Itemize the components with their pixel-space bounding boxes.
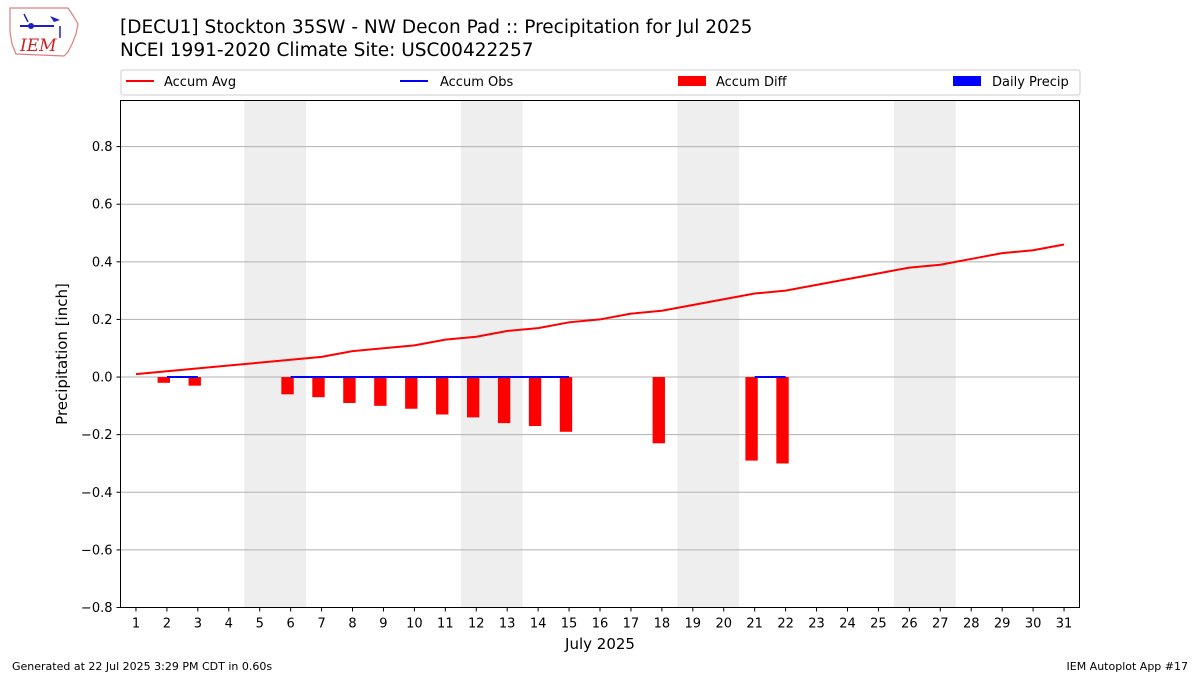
x-tick-label-11: 12 bbox=[468, 617, 485, 632]
x-tick-label-19: 20 bbox=[715, 617, 732, 632]
x-tick-label-28: 29 bbox=[994, 617, 1011, 632]
x-tick-label-21: 22 bbox=[777, 617, 794, 632]
x-tick-label-26: 27 bbox=[932, 617, 949, 632]
x-tick-label-15: 16 bbox=[592, 617, 609, 632]
x-tick-label-30: 31 bbox=[1056, 617, 1073, 632]
y-tick-label-4: 0.0 bbox=[92, 371, 113, 386]
x-tick-label-2: 3 bbox=[194, 617, 202, 632]
x-tick-label-22: 23 bbox=[808, 617, 825, 632]
legend-daily-precip: Daily Precip bbox=[992, 75, 1069, 90]
x-tick-label-24: 25 bbox=[870, 617, 887, 632]
x-tick-label-16: 17 bbox=[623, 617, 640, 632]
accum-diff-bar-10 bbox=[405, 377, 418, 409]
x-tick-label-9: 10 bbox=[406, 617, 423, 632]
footer-app: IEM Autoplot App #17 bbox=[1066, 660, 1189, 673]
accum-diff-bar-3 bbox=[188, 377, 201, 386]
x-tick-label-25: 26 bbox=[901, 617, 918, 632]
footer-generated: Generated at 22 Jul 2025 3:29 PM CDT in … bbox=[12, 660, 273, 673]
legend-accum-avg: Accum Avg bbox=[164, 75, 236, 90]
weekend-band-3 bbox=[893, 100, 956, 608]
x-tick-label-20: 21 bbox=[746, 617, 763, 632]
x-tick-label-10: 11 bbox=[437, 617, 454, 632]
x-tick-label-5: 6 bbox=[287, 617, 295, 632]
accum-diff-bar-8 bbox=[343, 377, 356, 403]
legend: Accum Avg Accum Obs Accum Diff Daily Pre… bbox=[120, 69, 1081, 96]
y-tick-label-0: −0.8 bbox=[81, 601, 113, 616]
x-tick-label-13: 14 bbox=[530, 617, 547, 632]
chart-title: [DECU1] Stockton 35SW - NW Decon Pad :: … bbox=[120, 17, 753, 38]
accum-diff-bar-15 bbox=[559, 377, 573, 432]
y-tick-label-8: 0.8 bbox=[92, 140, 113, 155]
accum-diff-bar-13 bbox=[497, 377, 511, 424]
x-tick-label-18: 19 bbox=[685, 617, 702, 632]
y-tick-label-7: 0.6 bbox=[92, 198, 113, 213]
x-tick-label-6: 7 bbox=[317, 617, 325, 632]
y-axis-label: Precipitation [inch] bbox=[53, 283, 71, 425]
x-tick-label-27: 28 bbox=[963, 617, 980, 632]
accum-diff-bar-14 bbox=[528, 377, 542, 427]
y-tick-label-1: −0.6 bbox=[81, 543, 113, 558]
accum-diff-bar-7 bbox=[312, 377, 325, 398]
x-tick-label-12: 13 bbox=[499, 617, 516, 632]
iem-iowa-logo-icon: IEM bbox=[9, 7, 79, 57]
y-tick-label-5: 0.2 bbox=[92, 313, 113, 328]
y-tick-label-3: −0.2 bbox=[81, 428, 113, 443]
legend-box bbox=[120, 69, 1081, 96]
x-tick-label-0: 1 bbox=[132, 617, 140, 632]
x-tick-label-14: 15 bbox=[561, 617, 578, 632]
accum-diff-bar-2 bbox=[157, 377, 170, 383]
x-tick-label-23: 24 bbox=[839, 617, 856, 632]
accum-diff-bar-12 bbox=[466, 377, 480, 418]
x-tick-label-8: 9 bbox=[379, 617, 387, 632]
x-tick-label-7: 8 bbox=[348, 617, 356, 632]
legend-accum-obs: Accum Obs bbox=[440, 75, 513, 90]
accum-diff-bar-18 bbox=[652, 377, 665, 444]
accum-diff-bar-11 bbox=[436, 377, 449, 415]
weekend-band-1 bbox=[460, 100, 523, 608]
x-tick-label-3: 4 bbox=[225, 617, 233, 632]
y-tick-label-2: −0.4 bbox=[81, 486, 113, 501]
accum-avg-line bbox=[135, 243, 1065, 376]
accum-diff-bar-21 bbox=[745, 377, 758, 461]
chart-subtitle: NCEI 1991-2020 Climate Site: USC00422257 bbox=[120, 40, 534, 61]
legend-accum-diff-swatch bbox=[678, 76, 706, 86]
legend-daily-precip-swatch bbox=[953, 76, 981, 86]
y-tick-label-6: 0.4 bbox=[92, 255, 113, 270]
logo-text: IEM bbox=[19, 36, 57, 56]
accum-diff-bar-22 bbox=[776, 377, 789, 464]
x-axis-label: July 2025 bbox=[564, 635, 635, 653]
weekend-band-2 bbox=[677, 100, 740, 608]
x-tick-label-4: 5 bbox=[256, 617, 264, 632]
iem-logo: IEM bbox=[6, 4, 82, 64]
accum-diff-bar-6 bbox=[281, 377, 294, 395]
x-tick-label-29: 30 bbox=[1025, 617, 1042, 632]
x-tick-label-17: 18 bbox=[654, 617, 671, 632]
accum-diff-bar-9 bbox=[374, 377, 387, 406]
x-tick-label-1: 2 bbox=[163, 617, 171, 632]
weekend-band-0 bbox=[244, 100, 307, 608]
legend-accum-diff: Accum Diff bbox=[716, 75, 788, 90]
